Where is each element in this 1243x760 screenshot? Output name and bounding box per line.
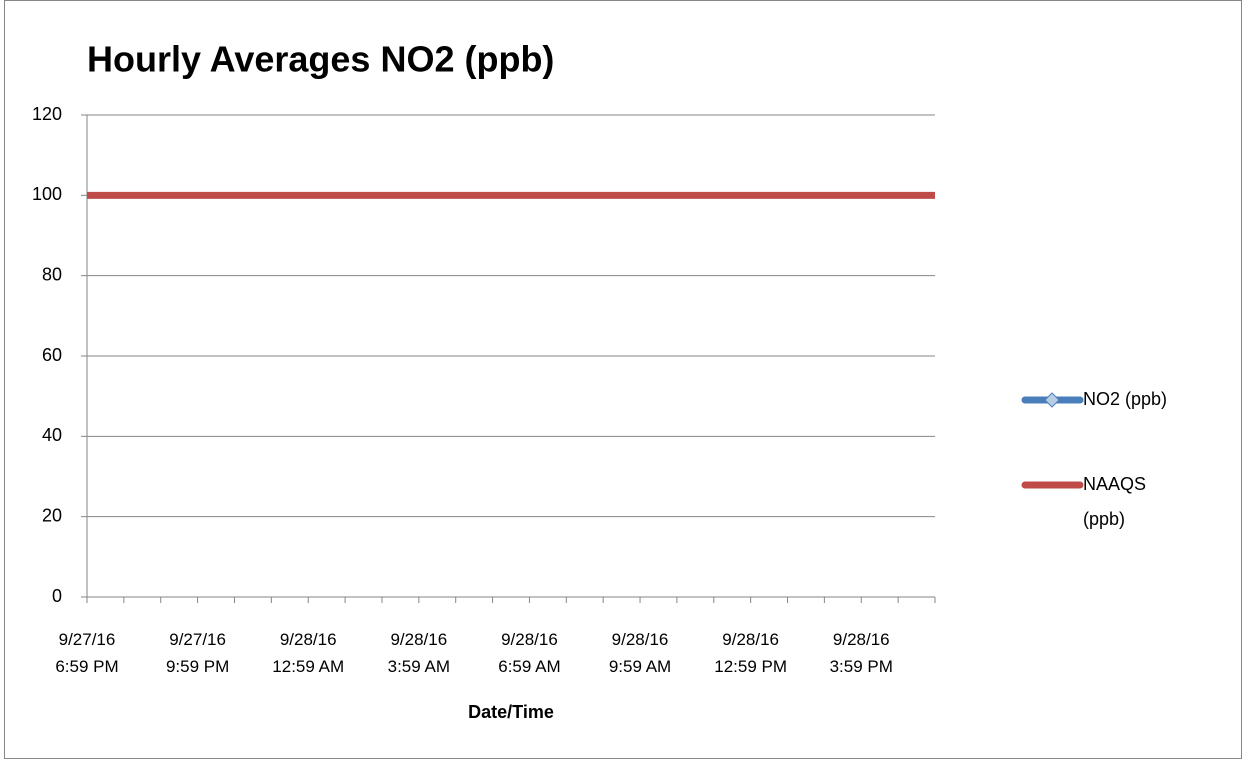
- x-tick-label: 9/28/16 3:59 PM: [830, 630, 893, 676]
- y-tick-label: 20: [42, 505, 62, 525]
- y-tick-label: 40: [42, 425, 62, 445]
- x-tick-label: 9/27/16 9:59 PM: [166, 630, 229, 676]
- x-tick-label: 9/28/16 6:59 AM: [498, 630, 560, 676]
- x-tick-label: 9/28/16 12:59 AM: [272, 630, 344, 676]
- x-tick-label: 9/27/16 6:59 PM: [55, 630, 118, 676]
- chart-title: Hourly Averages NO2 (ppb): [87, 39, 554, 80]
- y-tick-label: 120: [32, 104, 62, 124]
- x-axis-title: Date/Time: [468, 702, 554, 722]
- y-tick-label: 100: [32, 184, 62, 204]
- chart-border: [4, 0, 1242, 759]
- x-tick-label: 9/28/16 9:59 AM: [609, 630, 671, 676]
- legend-label: NO2 (ppb): [1083, 389, 1167, 409]
- y-tick-label: 60: [42, 345, 62, 365]
- x-tick-label: 9/28/16 3:59 AM: [388, 630, 450, 676]
- legend-marker: [1044, 392, 1060, 408]
- y-tick-label: 80: [42, 264, 62, 284]
- x-tick-label: 9/28/16 12:59 PM: [714, 630, 787, 676]
- y-tick-label: 0: [52, 586, 62, 606]
- legend-label: NAAQS (ppb): [1083, 474, 1146, 529]
